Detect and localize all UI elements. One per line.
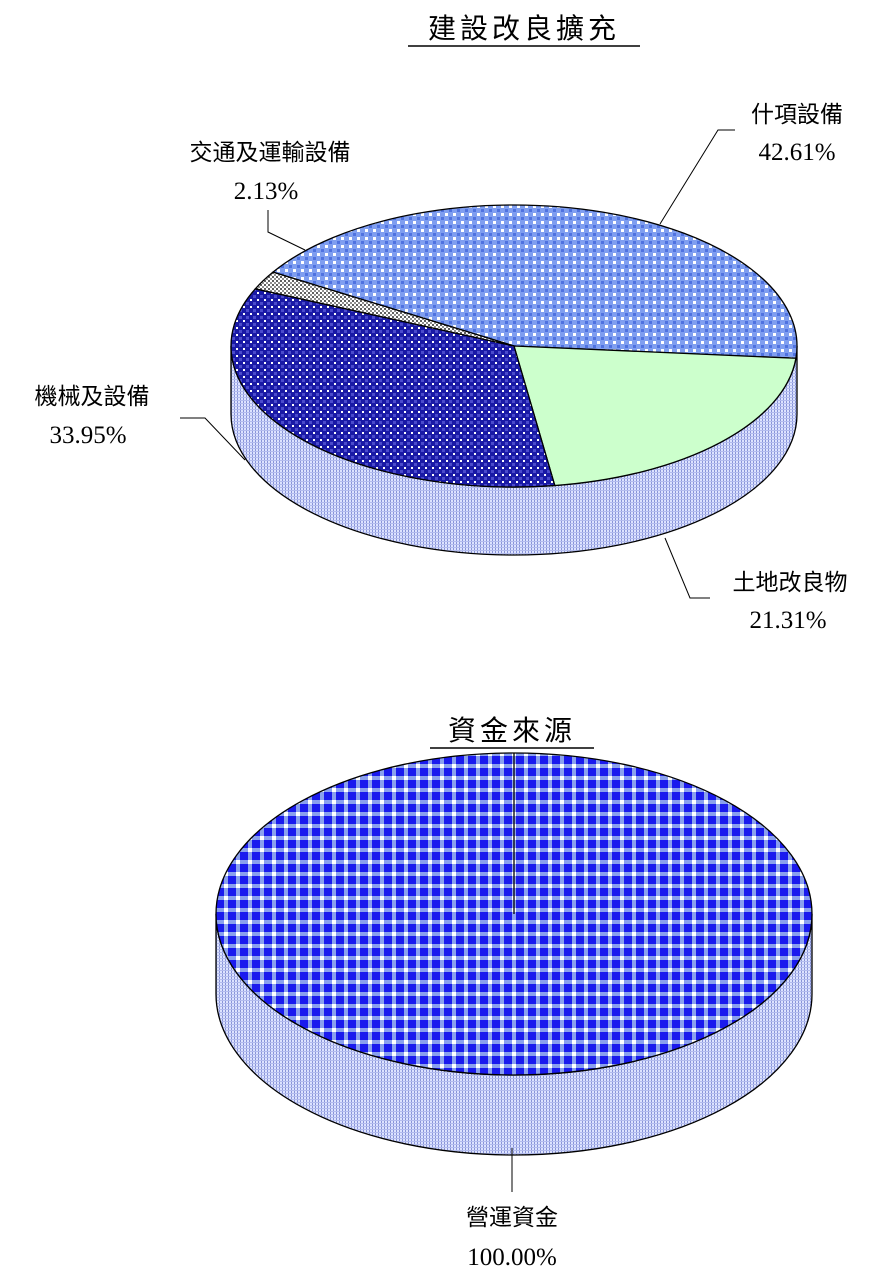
label-misc-equipment: 什項設備 <box>751 102 843 128</box>
value-land-improvements: 21.31% <box>749 607 826 634</box>
leader-line-land-improvements <box>664 537 710 599</box>
leader-line-transport-equipment <box>267 210 306 251</box>
value-transport-equipment: 2.13% <box>234 178 299 205</box>
pie-slice-item-1 <box>513 345 797 487</box>
leader-line-misc-equipment <box>659 129 735 225</box>
pie-chart-funding-source: 資金來源 營運資金 100.00% <box>215 714 813 1271</box>
label-operating-funds: 營運資金 <box>466 1205 558 1231</box>
pie-slice-item-0 <box>271 204 798 359</box>
pie-1-labels: 什項設備 42.61% 交通及運輸設備 2.13% 機械及設備 33.95% 土… <box>35 102 848 634</box>
pie-chart-capital-improvement: 建設改良擴充 什項設備 42.61% 交通及運輸設備 2.13% 機械及設備 3… <box>35 12 848 634</box>
pie-2-labels: 營運資金 100.00% <box>466 1148 558 1271</box>
chart-title-1: 建設改良擴充 <box>428 12 620 45</box>
value-machinery: 33.95% <box>49 422 126 449</box>
pie-slice-item-3 <box>254 271 515 347</box>
pie-1-slices <box>230 204 798 556</box>
leader-line-machinery <box>180 417 246 461</box>
label-land-improvements: 土地改良物 <box>733 570 848 596</box>
label-machinery: 機械及設備 <box>35 384 150 410</box>
pie-2-slices <box>215 752 813 1156</box>
value-operating-funds: 100.00% <box>467 1244 557 1271</box>
value-misc-equipment: 42.61% <box>758 139 835 166</box>
label-transport-equipment: 交通及運輸設備 <box>190 140 351 166</box>
chart-title-2: 資金來源 <box>448 714 576 747</box>
pie-slice-item-2 <box>230 288 556 488</box>
